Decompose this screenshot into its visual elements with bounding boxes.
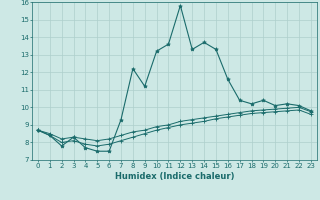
X-axis label: Humidex (Indice chaleur): Humidex (Indice chaleur) [115, 172, 234, 181]
